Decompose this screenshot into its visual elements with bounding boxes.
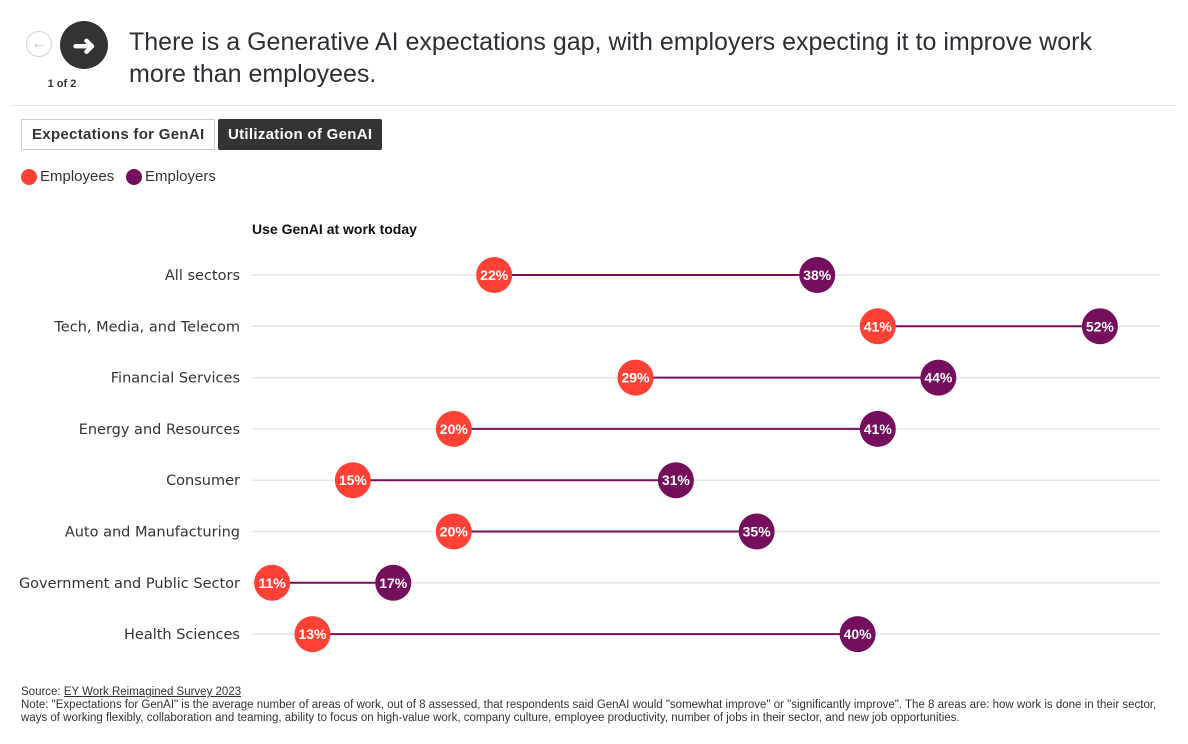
tab-utilization[interactable]: Utilization of GenAI [218,119,383,150]
next-button[interactable]: ➜ [60,21,108,69]
dumbbell-chart: All sectors 22% 38% Tech, Media, and Teleco… [19,257,1160,653]
employers-point [375,564,412,601]
employees-point [254,564,291,601]
arrow-right-icon: ➜ [72,29,96,61]
category-label: Auto and Manufacturing [65,525,240,541]
employers-point [839,616,876,653]
data-label: 20% [440,421,469,437]
divider [10,105,1176,106]
employers-dot-icon [126,168,142,185]
employees-point [334,462,371,499]
legend-employees: Employees [21,168,114,185]
category-label: All sectors [165,268,240,284]
employees-point [859,308,896,345]
data-label: 52% [1086,318,1115,334]
employees-point [617,359,654,396]
page-title: There is a Generative AI expectations ga… [129,28,1092,88]
category-label: Financial Services [111,371,240,387]
data-label: 41% [864,421,893,437]
page-indicator: 1 of 2 [47,78,77,90]
legend-label: Employees [40,168,115,185]
employers-point [859,410,896,447]
data-label: 15% [339,472,368,488]
data-label: 41% [864,318,893,334]
data-label: 22% [480,267,509,283]
employees-point [435,513,472,550]
data-label: 35% [743,524,772,540]
data-label: 31% [662,472,691,488]
category-label: Consumer [166,473,240,489]
employers-point [738,513,775,550]
footer-note: Note: "Expectations for GenAI" is the av… [21,699,1157,724]
employees-point [435,410,472,447]
source-label: Source: [21,686,64,698]
tab-expectations[interactable]: Expectations for GenAI [21,119,216,150]
employers-point [1081,308,1118,345]
previous-button[interactable]: ← [26,31,52,57]
category-label: Health Sciences [124,627,240,643]
category-label: Energy and Resources [79,422,240,438]
employers-point [799,257,836,293]
chart-subtitle: Use GenAI at work today [252,221,417,237]
employees-dot-icon [21,168,37,185]
employers-point [920,359,957,396]
legend-employers: Employers [126,168,216,185]
data-label: 40% [844,626,873,642]
category-label: Tech, Media, and Telecom [53,319,240,335]
arrow-left-icon: ← [31,35,47,52]
data-label: 29% [621,370,650,386]
employers-point [657,462,694,499]
data-label: 20% [440,524,469,540]
footer: Source: EY Work Reimagined Survey 2023 N… [21,686,1171,725]
employees-point [294,616,331,653]
source-link[interactable]: EY Work Reimagined Survey 2023 [63,686,242,698]
category-label: Government and Public Sector [19,576,240,592]
employees-point [476,257,513,293]
data-label: 11% [258,575,286,591]
data-label: 17% [379,575,408,591]
data-label: 38% [803,267,832,283]
data-label: 13% [298,626,327,642]
data-label: 44% [924,370,953,386]
legend-label: Employers [145,168,216,185]
